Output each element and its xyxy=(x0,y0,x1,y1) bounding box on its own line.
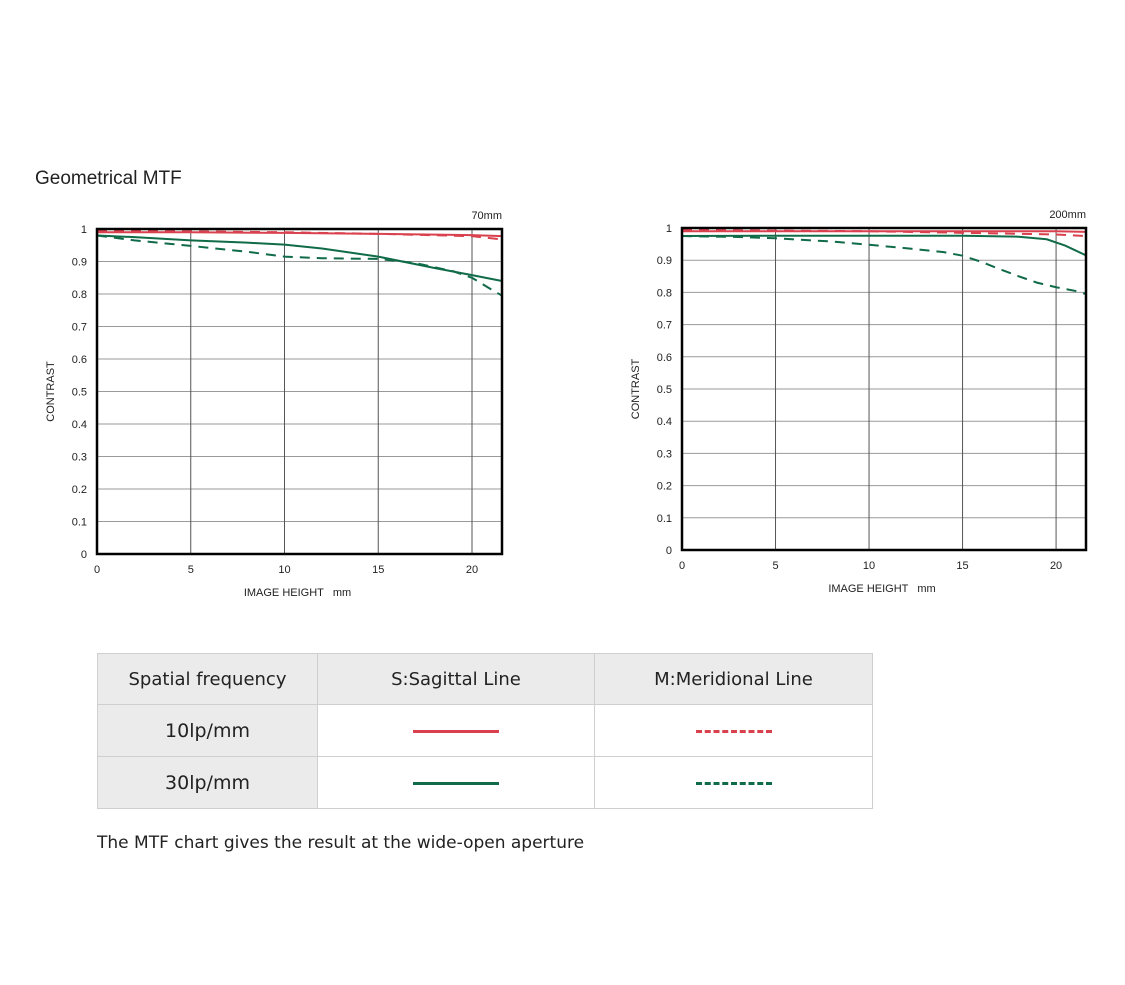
y-tick-label: 0.7 xyxy=(72,322,87,334)
x-tick-label: 5 xyxy=(772,560,778,572)
sagittal-30lp-cell xyxy=(317,756,595,809)
legend-row-30lp: 30lp/mm xyxy=(97,756,873,809)
mtf-chart-200mm: 00.10.20.30.40.50.60.70.80.910 5 10 15 20200… xyxy=(630,209,1088,595)
sagittal-30lp-swatch xyxy=(413,782,499,785)
y-tick-label: 0.2 xyxy=(657,481,672,493)
header-meridional-line: M:Meridional Line xyxy=(594,653,873,705)
y-axis-label: CONTRAST xyxy=(630,358,642,419)
chart-title: 200mm xyxy=(1049,209,1086,221)
y-tick-label: 0.9 xyxy=(72,257,87,269)
legend-table: Spatial frequency S:Sagittal Line M:Meri… xyxy=(97,653,873,809)
series-line-meridional-30lp xyxy=(96,234,503,297)
y-tick-label: 0.7 xyxy=(657,320,672,332)
series-line-meridional-10lp xyxy=(681,228,1087,238)
y-tick-label: 0.9 xyxy=(657,255,672,267)
y-tick-label: 0.8 xyxy=(72,289,87,301)
series-line-sagittal-30lp xyxy=(96,234,503,282)
meridional-30lp-swatch xyxy=(695,782,772,785)
y-tick-label: 0.3 xyxy=(72,452,87,464)
y-tick-label: 0 xyxy=(666,545,672,557)
y-tick-label: 0.1 xyxy=(72,517,87,529)
mtf-chart-70mm: 00.10.20.30.40.50.60.70.80.910 5 10 15 2070m… xyxy=(45,210,504,599)
y-tick-label: 0.6 xyxy=(72,354,87,366)
meridional-30lp-cell xyxy=(594,756,873,809)
aperture-note: The MTF chart gives the result at the wi… xyxy=(97,833,585,853)
y-tick-label: 0.5 xyxy=(72,387,87,399)
series-line-meridional-10lp xyxy=(96,229,503,241)
y-tick-label: 1 xyxy=(81,224,87,236)
x-axis-label: IMAGE HEIGHT mm xyxy=(828,583,935,595)
header-sagittal-line: S:Sagittal Line xyxy=(317,653,595,705)
plot-frame xyxy=(680,226,1088,552)
x-tick-label: 10 xyxy=(863,560,875,572)
sagittal-10lp-swatch xyxy=(413,730,499,733)
x-tick-label: 0 xyxy=(679,560,685,572)
legend-row-10lp: 10lp/mm xyxy=(97,704,873,757)
x-tick-label: 0 xyxy=(94,564,100,576)
x-axis-label: IMAGE HEIGHT mm xyxy=(244,587,351,599)
x-tick-label: 20 xyxy=(1050,560,1062,572)
chart-title: 70mm xyxy=(471,210,502,222)
y-tick-label: 0 xyxy=(81,549,87,561)
plot-frame xyxy=(95,227,504,556)
header-spatial-frequency: Spatial frequency xyxy=(97,653,318,705)
frequency-10lp: 10lp/mm xyxy=(97,704,318,757)
y-tick-label: 0.5 xyxy=(657,384,672,396)
y-tick-label: 0.4 xyxy=(657,416,672,428)
x-tick-label: 15 xyxy=(372,564,384,576)
y-tick-label: 0.1 xyxy=(657,513,672,525)
x-tick-label: 20 xyxy=(466,564,478,576)
series-line-sagittal-10lp xyxy=(682,230,1087,233)
series-line-meridional-30lp xyxy=(681,235,1087,295)
y-tick-label: 0.6 xyxy=(657,352,672,364)
meridional-10lp-swatch xyxy=(695,730,772,733)
y-tick-label: 0.8 xyxy=(657,287,672,299)
legend-header-row: Spatial frequency S:Sagittal Line M:Meri… xyxy=(97,653,873,705)
y-tick-label: 0.2 xyxy=(72,484,87,496)
series-line-sagittal-10lp xyxy=(97,231,503,238)
x-tick-label: 15 xyxy=(956,560,968,572)
y-tick-label: 0.3 xyxy=(657,448,672,460)
sagittal-10lp-cell xyxy=(317,704,595,757)
frequency-30lp: 30lp/mm xyxy=(97,756,318,809)
y-tick-label: 1 xyxy=(666,223,672,235)
section-title: Geometrical MTF xyxy=(35,168,182,189)
meridional-10lp-cell xyxy=(594,704,873,757)
y-axis-label: CONTRAST xyxy=(45,361,57,422)
series-line-sagittal-30lp xyxy=(681,234,1087,257)
y-tick-label: 0.4 xyxy=(72,419,87,431)
x-tick-label: 10 xyxy=(278,564,290,576)
x-tick-label: 5 xyxy=(188,564,194,576)
